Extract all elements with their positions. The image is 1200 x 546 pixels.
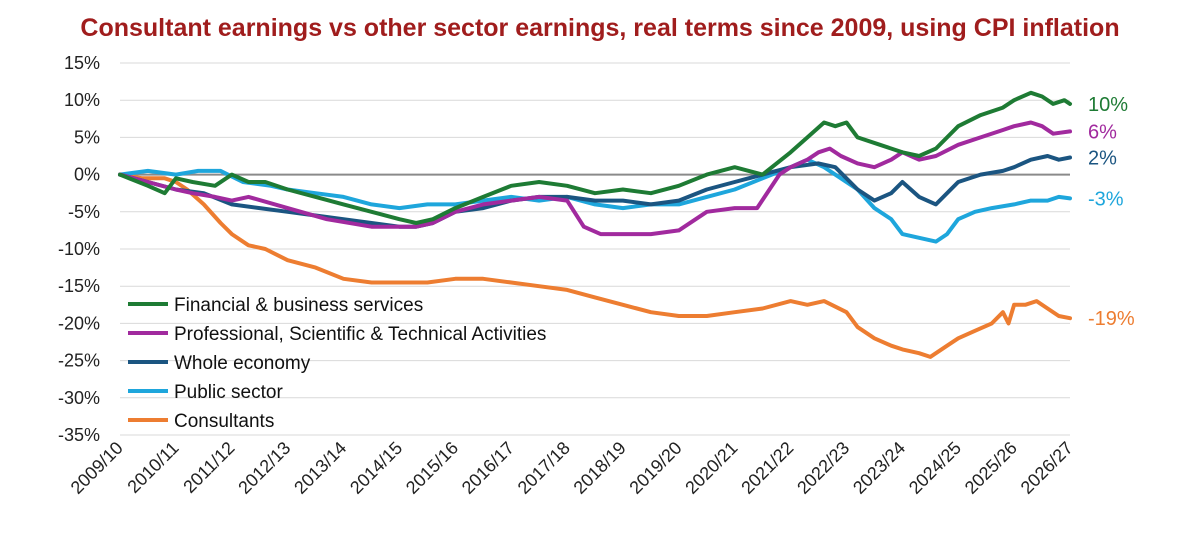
y-tick-label: -10% xyxy=(58,239,100,259)
series-line-consultants xyxy=(118,172,1072,359)
y-tick-label: 15% xyxy=(64,53,100,73)
gridlines xyxy=(120,62,1070,436)
x-tick-label: 2026/27 xyxy=(1017,438,1077,498)
x-tick-label: 2013/14 xyxy=(290,438,350,498)
legend-label: Consultants xyxy=(174,411,274,432)
y-tick-label: -20% xyxy=(58,313,100,333)
x-tick-label: 2009/10 xyxy=(67,438,127,498)
x-tick-label: 2022/23 xyxy=(793,438,853,498)
series-line-professional-scientific-technical-activities xyxy=(118,120,1072,237)
legend-label: Professional, Scientific & Technical Act… xyxy=(174,324,546,345)
x-tick-label: 2020/21 xyxy=(681,438,741,498)
x-tick-label: 2024/25 xyxy=(905,438,965,498)
x-tick-label: 2018/19 xyxy=(570,438,630,498)
legend: Financial & business services Professiona… xyxy=(128,295,546,432)
y-tick-label: -25% xyxy=(58,351,100,371)
x-axis-tick-labels: 2009/102010/112011/122012/132013/142014/… xyxy=(67,438,1077,498)
y-tick-label: -15% xyxy=(58,276,100,296)
end-label-public-sector: -3% xyxy=(1088,188,1124,210)
series-lines xyxy=(118,90,1072,359)
legend-label: Public sector xyxy=(174,382,283,403)
x-tick-label: 2025/26 xyxy=(961,438,1021,498)
x-tick-label: 2017/18 xyxy=(514,438,574,498)
series-end-labels: 10% 6% 2% -3% -19% xyxy=(1088,94,1135,330)
y-tick-label: -30% xyxy=(58,388,100,408)
y-tick-label: 10% xyxy=(64,90,100,110)
end-label-consultants: -19% xyxy=(1088,308,1135,330)
y-axis-tick-labels: 15% 10% 5% 0% -5% -10% -15% -20% -25% -30% -35% xyxy=(58,53,100,445)
legend-label: Financial & business services xyxy=(174,295,423,316)
y-tick-label: 5% xyxy=(74,127,100,147)
x-tick-label: 2019/20 xyxy=(625,438,685,498)
x-tick-label: 2021/22 xyxy=(737,438,797,498)
end-label-professional-scientific-technical-activities: 6% xyxy=(1088,121,1117,143)
x-tick-label: 2023/24 xyxy=(849,438,909,498)
x-tick-label: 2012/13 xyxy=(234,438,294,498)
x-tick-label: 2014/15 xyxy=(346,438,406,498)
y-tick-label: -5% xyxy=(68,202,100,222)
y-tick-label: 0% xyxy=(74,165,100,185)
legend-label: Whole economy xyxy=(174,353,311,374)
series-line-financial-business-services xyxy=(118,90,1072,225)
chart-title: Consultant earnings vs other sector earn… xyxy=(80,14,1120,42)
end-label-financial-business-services: 10% xyxy=(1088,94,1128,116)
end-label-whole-economy: 2% xyxy=(1088,147,1117,169)
x-tick-label: 2011/12 xyxy=(179,438,238,497)
y-tick-label: -35% xyxy=(58,425,100,445)
x-tick-label: 2010/11 xyxy=(124,438,183,497)
x-tick-label: 2016/17 xyxy=(458,438,518,498)
x-tick-label: 2015/16 xyxy=(402,438,462,498)
